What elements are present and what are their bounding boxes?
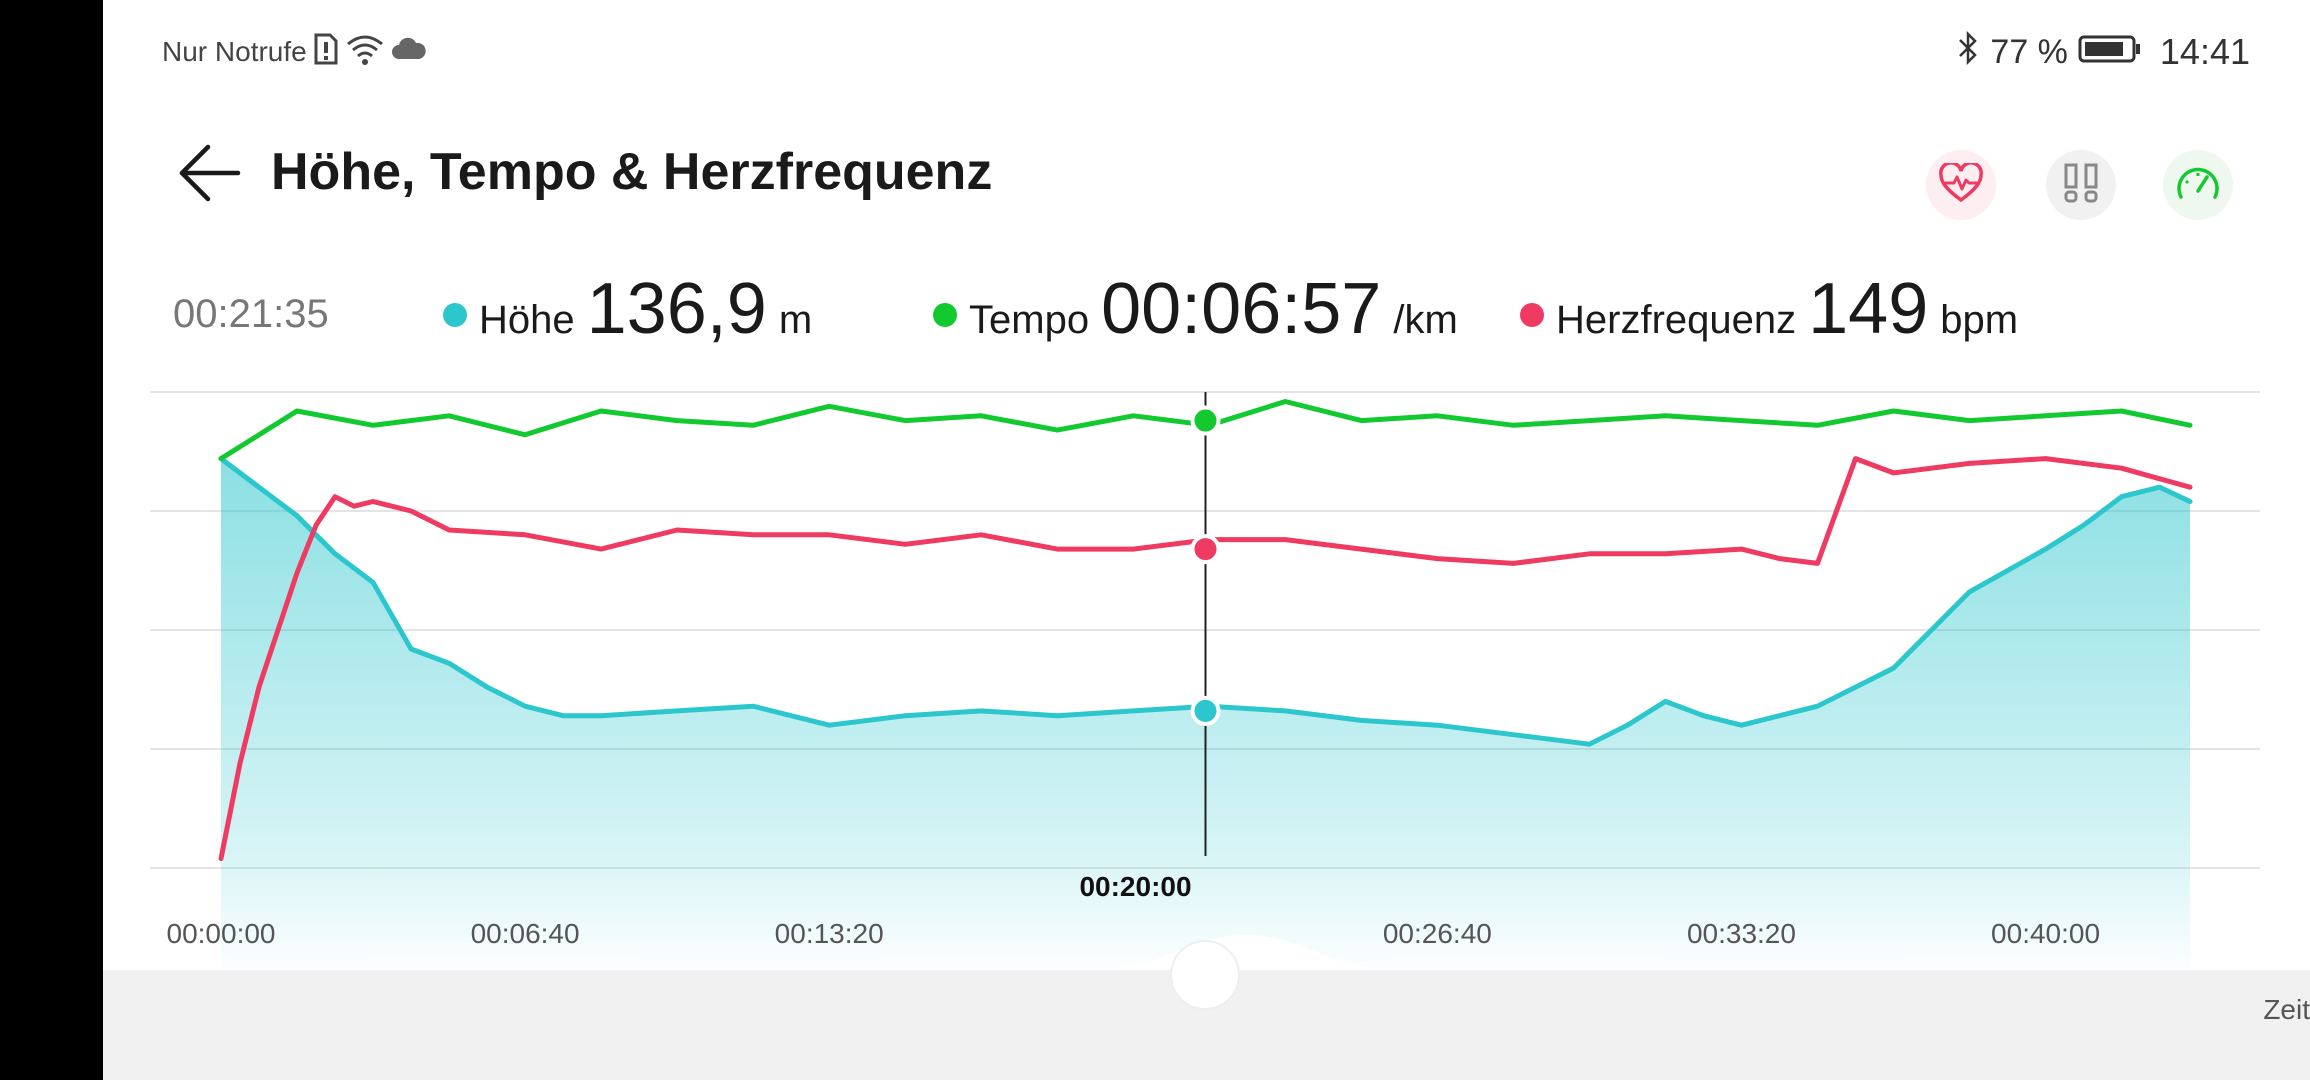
altitude-readout: Höhe 136,9 m xyxy=(443,268,812,358)
heart-rate-unit: bpm xyxy=(1940,298,2019,342)
pace-cursor-dot xyxy=(1190,405,1221,436)
cloud-icon xyxy=(391,36,427,68)
altitude-value: 136,9 xyxy=(586,269,767,349)
speedometer-icon xyxy=(2175,163,2221,208)
sim-alert-icon xyxy=(313,32,339,73)
cursor-time-label: 00:20:00 xyxy=(1079,871,1191,902)
x-tick-label: 00:40:00 xyxy=(1991,918,2100,949)
heart_rate-cursor-dot xyxy=(1190,534,1221,565)
x-axis-label: Zeit xyxy=(2263,994,2310,1025)
wifi-icon xyxy=(345,32,385,73)
chart-cursor xyxy=(1190,392,1221,856)
heart_rate-line xyxy=(218,456,2193,861)
bluetooth-icon xyxy=(1956,30,1980,75)
heart-rate-value: 149 xyxy=(1808,269,1929,349)
x-tick-label: 00:33:20 xyxy=(1687,918,1796,949)
back-button[interactable] xyxy=(175,140,245,210)
altitude-unit: m xyxy=(778,298,813,342)
app-screen: Nur Notrufe 77 % 14:41 Höhe, Tempo & Her… xyxy=(103,0,2310,1080)
x-axis-ticks: 00:00:00 00:06:40 00:13:20 00:20:00 00:26:40… xyxy=(167,871,2101,949)
readout-time: 00:21:35 xyxy=(173,292,329,336)
pace-readout: Tempo 00:06:57 /km xyxy=(933,268,1458,358)
clock: 14:41 xyxy=(2159,31,2250,72)
heart-rate-icon xyxy=(1938,160,1984,208)
x-tick-label: 00:13:20 xyxy=(775,918,884,949)
altitude-label: Höhe xyxy=(479,298,575,342)
battery-icon xyxy=(2078,31,2142,73)
battery-percent: 77 % xyxy=(1990,32,2068,71)
speedometer-button[interactable] xyxy=(2163,150,2233,220)
x-tick-label: 00:26:40 xyxy=(1383,918,1492,949)
pace-label: Tempo xyxy=(969,298,1090,342)
x-tick-label: 00:06:40 xyxy=(471,918,580,949)
page-title: Höhe, Tempo & Herzfrequenz xyxy=(271,143,993,201)
status-bar-left: Nur Notrufe xyxy=(162,30,427,74)
x-tick-label: 00:00:00 xyxy=(167,918,276,949)
footsteps-icon xyxy=(2060,161,2102,210)
scrubber-notch xyxy=(1093,935,1399,970)
heart-rate-label: Herzfrequenz xyxy=(1556,298,1797,342)
scrubber-handle[interactable] xyxy=(1170,940,1240,1010)
heart-rate-readout: Herzfrequenz 149 bpm xyxy=(1520,268,2018,358)
value-readout: 00:21:35 Höhe 136,9 m Tempo 00:06:57 /km… xyxy=(173,268,2273,358)
pace-value: 00:06:57 xyxy=(1101,269,1382,349)
altitude-cursor-dot xyxy=(1190,695,1221,726)
altitude-dot xyxy=(443,303,467,327)
status-bar-right: 77 % 14:41 xyxy=(1956,28,2250,76)
pace-dot xyxy=(933,303,957,327)
footsteps-button[interactable] xyxy=(2046,150,2116,220)
carrier-label: Nur Notrufe xyxy=(162,36,307,67)
left-screen-edge xyxy=(0,0,103,1080)
heart-rate-button[interactable] xyxy=(1926,150,1996,220)
chart[interactable]: 00:00:00 00:06:40 00:13:20 00:20:00 00:26:40… xyxy=(103,0,2310,1080)
scrubber[interactable] xyxy=(1093,935,1399,1010)
heart-rate-dot xyxy=(1520,303,1544,327)
pace-unit: /km xyxy=(1393,298,1458,342)
back-arrow-icon xyxy=(178,143,242,208)
